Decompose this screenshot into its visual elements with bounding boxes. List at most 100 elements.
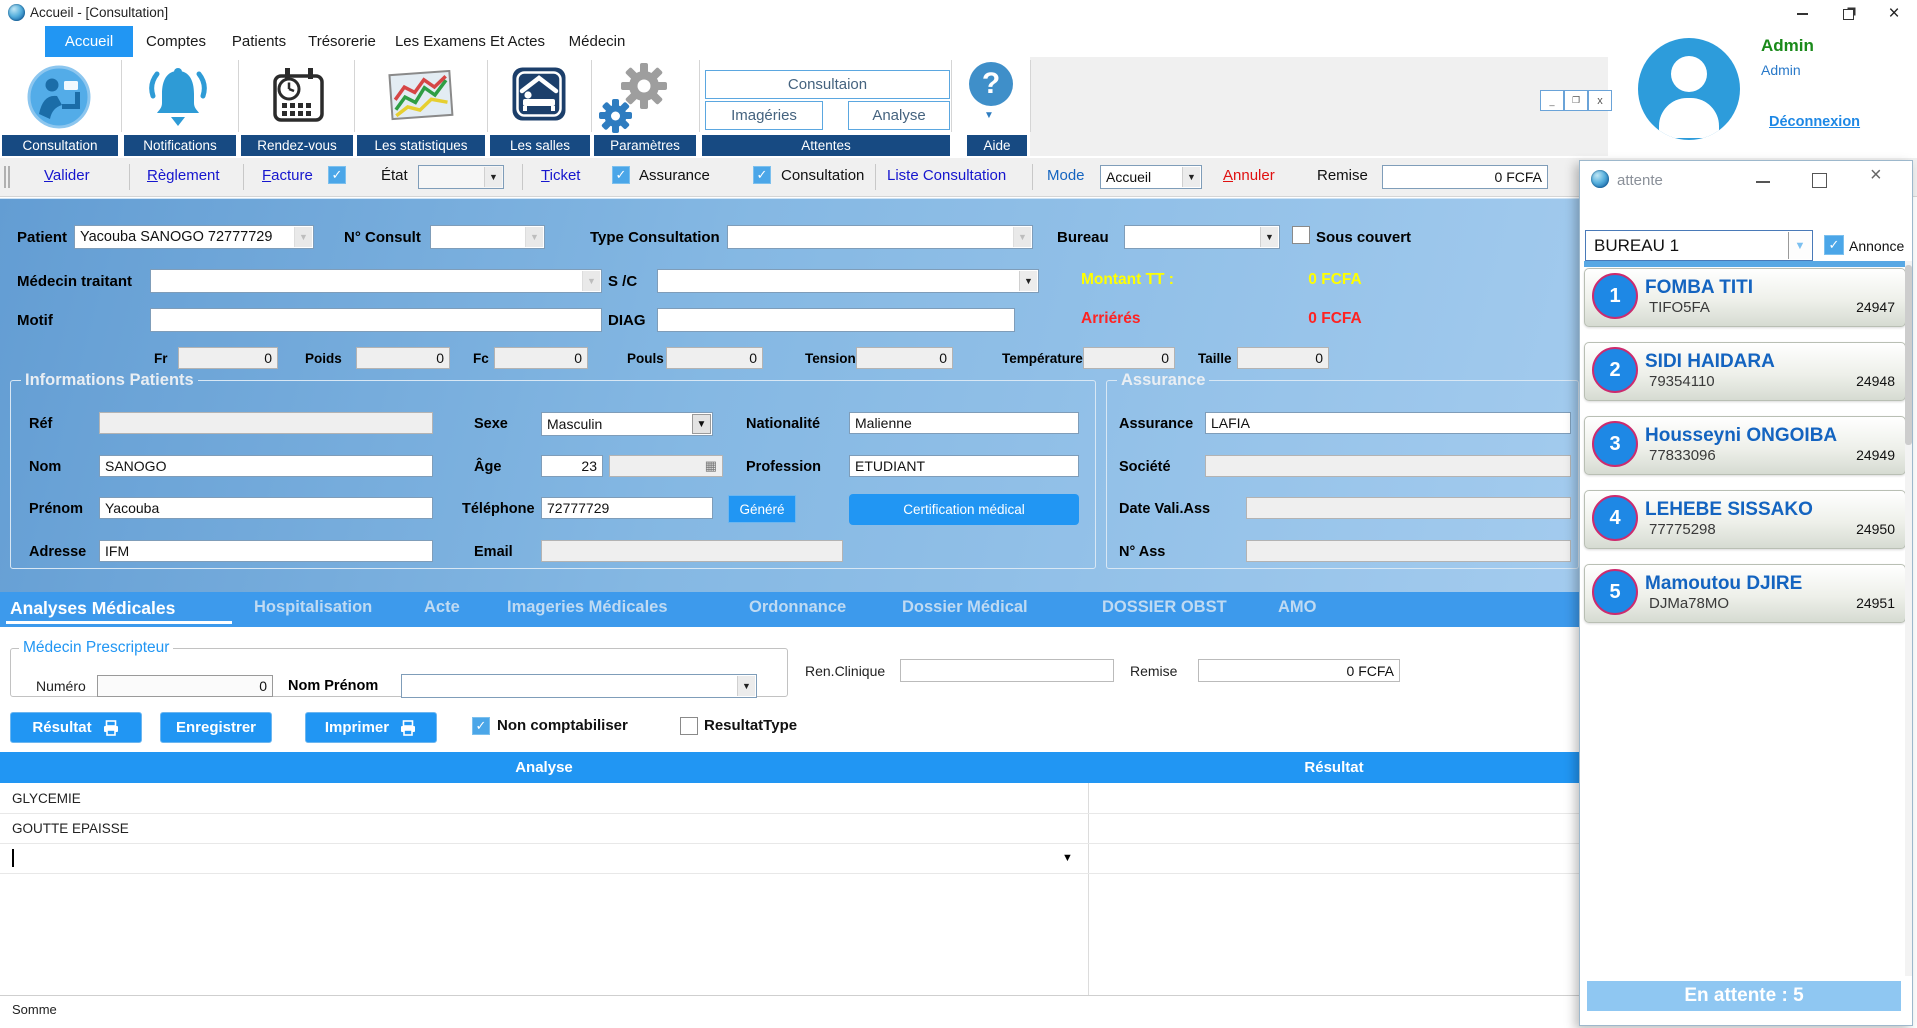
ribbon-salles[interactable]: Les salles <box>490 135 590 156</box>
mdi-restore-button[interactable]: ❐ <box>1564 90 1588 111</box>
taille-input[interactable]: 0 <box>1237 347 1329 369</box>
queue-scrollbar[interactable] <box>1905 261 1912 976</box>
table-cell-analyse[interactable]: GOUTTE EPAISSE <box>12 821 129 836</box>
salles-bed-icon[interactable] <box>511 66 567 122</box>
numero-input[interactable]: 0 <box>97 675 273 697</box>
attente-close-button[interactable]: × <box>1870 164 1882 187</box>
email-input[interactable] <box>541 540 843 562</box>
facture-button[interactable]: Facture <box>262 167 313 184</box>
valider-button[interactable]: Valider <box>44 167 90 184</box>
prescripteur-remise-input[interactable]: 0 FCFA <box>1198 659 1400 682</box>
mdi-minimize-button[interactable]: _ <box>1540 90 1564 111</box>
tab-hospitalisation[interactable]: Hospitalisation <box>254 598 372 617</box>
queue-item[interactable]: 2 SIDI HAIDARA 79354110 24948 <box>1584 342 1906 401</box>
consultation-checkbox[interactable] <box>753 166 771 184</box>
non-comptabiliser-checkbox[interactable] <box>472 717 490 735</box>
queue-item[interactable]: 3 Housseyni ONGOIBA 77833096 24949 <box>1584 416 1906 475</box>
assurance-input[interactable]: LAFIA <box>1205 412 1571 434</box>
logout-link[interactable]: Déconnexion <box>1769 114 1860 130</box>
attente-minimize-button[interactable] <box>1756 181 1770 183</box>
aide-dropdown-icon[interactable]: ▼ <box>984 110 994 121</box>
pouls-input[interactable]: 0 <box>666 347 763 369</box>
sc-combo[interactable]: ▼ <box>657 269 1039 293</box>
resultat-button[interactable]: Résultat <box>10 712 142 743</box>
tension-input[interactable]: 0 <box>856 347 953 369</box>
tab-dossier-medical[interactable]: Dossier Médical <box>902 598 1028 617</box>
adresse-input[interactable]: IFM <box>99 540 433 562</box>
ribbon-aide[interactable]: Aide <box>967 135 1027 156</box>
prenom-input[interactable]: Yacouba <box>99 497 433 519</box>
genere-button[interactable]: Généré <box>728 495 796 523</box>
minimize-button[interactable] <box>1779 0 1825 28</box>
ribbon-statistiques[interactable]: Les statistiques <box>357 135 485 156</box>
attentes-consultation-button[interactable]: Consultaion <box>705 70 950 99</box>
menu-accueil[interactable]: Accueil <box>45 26 133 57</box>
menu-medecin[interactable]: Médecin <box>566 26 628 57</box>
nomprenom-combo[interactable]: ▼ <box>401 674 757 698</box>
ribbon-notifications[interactable]: Notifications <box>124 135 236 156</box>
temperature-input[interactable]: 0 <box>1083 347 1175 369</box>
aide-question-icon[interactable]: ? <box>969 62 1013 106</box>
resultattype-checkbox[interactable] <box>680 717 698 735</box>
age-input[interactable]: 23 <box>541 455 603 477</box>
attentes-analyse-button[interactable]: Analyse <box>848 101 950 130</box>
certification-medical-button[interactable]: Certification médical <box>849 494 1079 525</box>
rendezvous-calendar-icon[interactable] <box>268 65 328 127</box>
queue-item[interactable]: 1 FOMBA TITI TIFO5FA 24947 <box>1584 268 1906 327</box>
poids-input[interactable]: 0 <box>356 347 450 369</box>
table-cell-analyse[interactable]: GLYCEMIE <box>12 791 81 806</box>
tab-analyses-medicales[interactable]: Analyses Médicales <box>10 598 175 619</box>
restore-button[interactable] <box>1825 0 1871 28</box>
calendar-icon[interactable]: ▦ <box>705 458 717 474</box>
notifications-bell-icon[interactable] <box>147 62 209 132</box>
ticket-button[interactable]: Ticket <box>541 167 580 184</box>
imprimer-button[interactable]: Imprimer <box>305 712 437 743</box>
fc-input[interactable]: 0 <box>494 347 588 369</box>
table-header-analyse[interactable]: Analyse <box>0 752 1088 783</box>
toolbar-grip[interactable] <box>4 166 6 188</box>
sous-couvert-checkbox[interactable] <box>1292 226 1310 244</box>
tab-amo[interactable]: AMO <box>1278 598 1317 617</box>
medecin-traitant-combo[interactable]: ▼ <box>150 269 602 293</box>
attente-maximize-button[interactable] <box>1812 173 1827 188</box>
ref-input[interactable] <box>99 412 433 434</box>
motif-input[interactable] <box>150 308 602 332</box>
table-row[interactable]: GOUTTE EPAISSE <box>0 813 1580 844</box>
nom-input[interactable]: SANOGO <box>99 455 433 477</box>
queue-item[interactable]: 4 LEHEBE SISSAKO 77775298 24950 <box>1584 490 1906 549</box>
tab-acte[interactable]: Acte <box>424 598 460 617</box>
mode-select[interactable]: Accueil▼ <box>1100 165 1202 189</box>
scrollbar-thumb[interactable] <box>1905 265 1912 445</box>
mdi-close-button[interactable]: x <box>1588 90 1612 111</box>
table-header-resultat[interactable]: Résultat <box>1088 752 1580 783</box>
tab-ordonnance[interactable]: Ordonnance <box>749 598 846 617</box>
etat-select[interactable]: ▼ <box>418 165 504 189</box>
parametres-gears-icon[interactable] <box>598 63 690 133</box>
type-consultation-combo[interactable]: ▼ <box>727 225 1033 249</box>
tab-dossier-obst[interactable]: DOSSIER OBST <box>1102 598 1227 617</box>
bureau-select[interactable]: BUREAU 1 ▼ <box>1585 230 1813 261</box>
table-row[interactable]: GLYCEMIE <box>0 783 1580 814</box>
tab-imageries-medicales[interactable]: Imageries Médicales <box>507 598 668 617</box>
statistiques-chart-icon[interactable] <box>388 70 454 122</box>
chevron-down-icon[interactable]: ▼ <box>1062 852 1073 864</box>
ribbon-consultation[interactable]: Consultation <box>2 135 118 156</box>
menu-examens-actes[interactable]: Les Examens Et Actes <box>394 26 546 57</box>
assurance-checkbox[interactable] <box>612 166 630 184</box>
menu-comptes[interactable]: Comptes <box>141 26 211 57</box>
sexe-select[interactable]: Masculin▼ <box>541 412 713 436</box>
reglement-button[interactable]: Règlement <box>147 167 220 184</box>
menu-tresorerie[interactable]: Trésorerie <box>306 26 378 57</box>
close-button[interactable]: × <box>1871 0 1917 28</box>
telephone-input[interactable]: 72777729 <box>541 497 713 519</box>
remise-input[interactable]: 0 FCFA <box>1382 165 1548 189</box>
fr-input[interactable]: 0 <box>178 347 278 369</box>
patient-combo[interactable]: Yacouba SANOGO 72777729▼ <box>74 225 314 249</box>
date-naissance-input[interactable]: ▦ <box>609 455 723 477</box>
table-edit-row[interactable]: ▼ <box>0 843 1580 874</box>
ribbon-rendezvous[interactable]: Rendez-vous <box>241 135 353 156</box>
ribbon-parametres[interactable]: Paramètres <box>594 135 696 156</box>
queue-item[interactable]: 5 Mamoutou DJIRE DJMa78MO 24951 <box>1584 564 1906 623</box>
diag-input[interactable] <box>657 308 1015 332</box>
annonce-checkbox[interactable] <box>1824 235 1844 255</box>
